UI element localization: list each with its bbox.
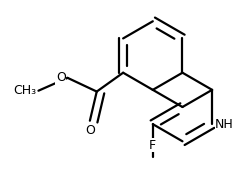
Text: NH: NH <box>215 118 234 131</box>
Text: O: O <box>85 124 95 137</box>
Text: O: O <box>56 71 66 84</box>
Text: CH₃: CH₃ <box>14 84 37 97</box>
Text: F: F <box>149 139 156 152</box>
